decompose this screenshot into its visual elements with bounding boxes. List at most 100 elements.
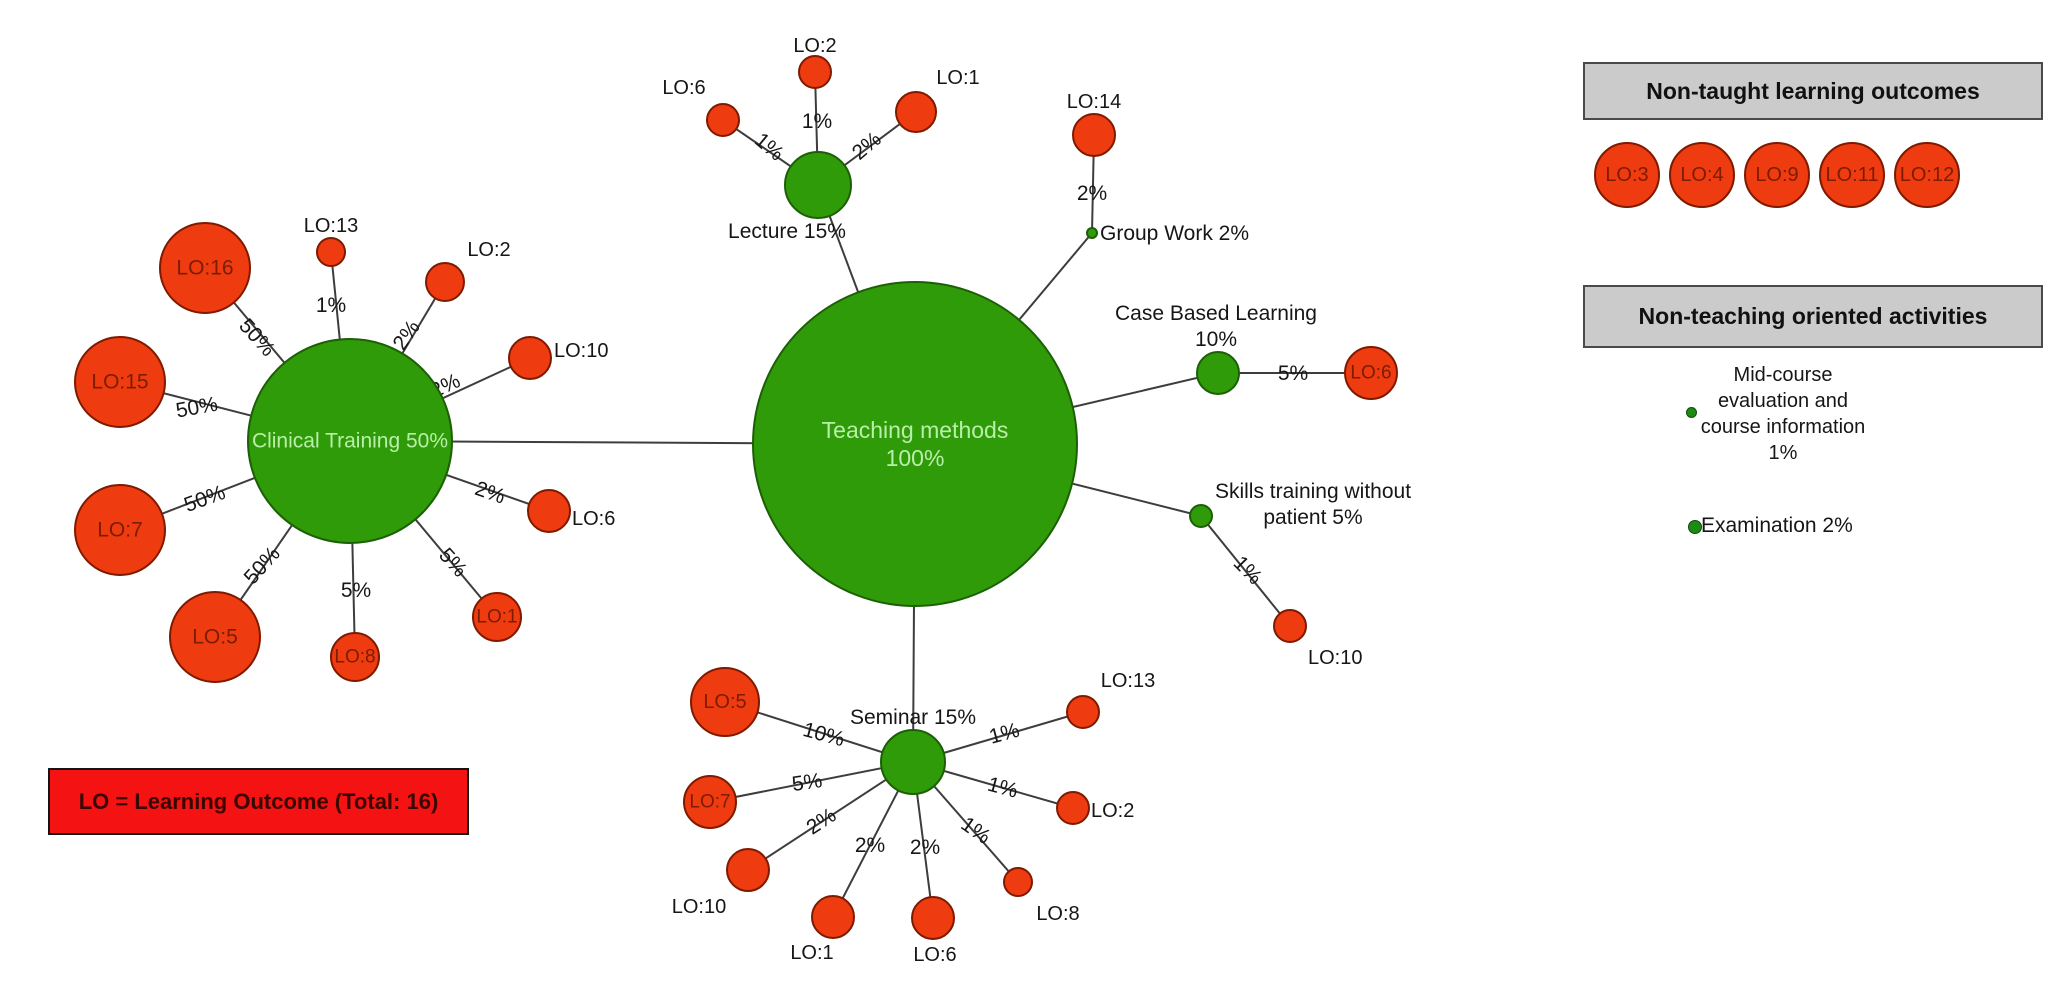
edge-skills-skl-lo10 xyxy=(1200,515,1291,627)
method-label-clinical: Clinical Training 50% xyxy=(252,430,448,453)
edge-label-seminar-sem-lo2: 1% xyxy=(985,773,1020,803)
outcome-label-skl-lo10: LO:10 xyxy=(1308,647,1362,669)
method-label-cbl: 10% xyxy=(1195,328,1237,351)
outcome-node-cli-lo6 xyxy=(527,489,571,533)
outcome-node-sem-lo2 xyxy=(1056,791,1090,825)
non-taught-lo-circle: LO:3 xyxy=(1594,142,1660,208)
outcome-node-lec-lo2 xyxy=(798,55,832,89)
edge-seminar-sem-lo7 xyxy=(709,761,914,803)
outcome-label-cli-lo7: LO:7 xyxy=(97,519,143,542)
edge-label-clinical-cli-lo8: 5% xyxy=(341,579,371,602)
non-taught-lo-circle: LO:9 xyxy=(1744,142,1810,208)
outcome-node-cli-lo1 xyxy=(472,592,522,642)
outcome-node-cli-lo16 xyxy=(159,222,251,314)
method-label-cbl: Case Based Learning xyxy=(1115,302,1317,325)
lo-circle-label: LO:9 xyxy=(1755,163,1799,186)
outcome-label-cli-lo15: LO:15 xyxy=(91,371,148,394)
legend-box: LO = Learning Outcome (Total: 16) xyxy=(48,768,469,835)
method-node-teaching xyxy=(752,281,1078,607)
method-node-lecture xyxy=(784,151,852,219)
outcome-label-lec-lo6: LO:6 xyxy=(662,77,705,99)
outcome-label-cli-lo8: LO:8 xyxy=(334,647,375,668)
outcome-node-lo14 xyxy=(1072,113,1116,157)
method-label-teaching: 100% xyxy=(886,445,945,471)
outcome-label-cli-lo6: LO:6 xyxy=(572,508,615,530)
lo-circle-label: LO:3 xyxy=(1605,163,1649,186)
outcome-node-cli-lo7 xyxy=(74,484,166,576)
lo-circle-label: LO:12 xyxy=(1899,163,1955,186)
outcome-label-lo14: LO:14 xyxy=(1067,91,1121,113)
edge-label-lecture-lec-lo2: 1% xyxy=(802,110,832,133)
method-node-cbl xyxy=(1196,351,1240,395)
outcome-label-cli-lo13: LO:13 xyxy=(304,215,358,237)
edge-label-seminar-sem-lo5: 10% xyxy=(800,718,847,751)
outcome-label-sem-lo2: LO:2 xyxy=(1091,800,1134,822)
non-taught-header-box: Non-taught learning outcomes xyxy=(1583,62,2043,120)
method-label-lecture: Lecture 15% xyxy=(728,220,846,243)
method-label-seminar: Seminar 15% xyxy=(850,706,976,729)
non-taught-lo-circle: LO:11 xyxy=(1819,142,1885,208)
edge-label-seminar-sem-lo6: 2% xyxy=(910,836,940,859)
outcome-node-sem-lo8 xyxy=(1003,867,1033,897)
non-taught-lo-circle: LO:12 xyxy=(1894,142,1960,208)
method-node-skills xyxy=(1189,504,1213,528)
method-node-clinical xyxy=(247,338,453,544)
outcome-label-cli-lo16: LO:16 xyxy=(176,257,233,280)
method-label-skills: patient 5% xyxy=(1263,506,1362,529)
edge-label-clinical-cli-lo13: 1% xyxy=(316,294,346,317)
outcome-node-sem-lo6 xyxy=(911,896,955,940)
edge-label-seminar-sem-lo1: 2% xyxy=(855,834,885,857)
lo-circle-label: LO:4 xyxy=(1680,163,1724,186)
outcome-label-sem-lo6: LO:6 xyxy=(913,944,956,966)
method-node-seminar xyxy=(880,729,946,795)
examination-activity-label: Examination 2% xyxy=(1701,514,1853,537)
outcome-node-cli-lo15 xyxy=(74,336,166,428)
edge-label-clinical-cli-lo5: 50% xyxy=(240,542,285,589)
outcome-label-sem-lo13: LO:13 xyxy=(1101,670,1155,692)
method-node-groupwork xyxy=(1086,227,1098,239)
outcome-node-cli-lo10 xyxy=(508,336,552,380)
edge-label-clinical-cli-lo7: 50% xyxy=(181,481,228,517)
non-taught-title: Non-taught learning outcomes xyxy=(1646,77,1980,104)
edge-label-seminar-sem-lo10: 2% xyxy=(802,804,840,840)
outcome-label-sem-lo8: LO:8 xyxy=(1036,903,1079,925)
outcome-label-sem-lo10: LO:10 xyxy=(672,896,726,918)
examination-dot-icon xyxy=(1688,520,1702,534)
outcome-node-sem-lo13 xyxy=(1066,695,1100,729)
outcome-node-cbl-lo6 xyxy=(1344,346,1398,400)
outcome-label-cbl-lo6: LO:6 xyxy=(1350,363,1391,384)
outcome-label-cli-lo1: LO:1 xyxy=(476,607,517,628)
outcome-label-sem-lo7: LO:7 xyxy=(689,792,730,813)
edge-label-seminar-sem-lo7: 5% xyxy=(790,769,823,796)
outcome-node-sem-lo1 xyxy=(811,895,855,939)
method-label-skills: Skills training without xyxy=(1215,480,1411,503)
midcourse-dot-icon xyxy=(1686,407,1697,418)
non-taught-circles: LO:3 LO:4 LO:9 LO:11 LO:12 xyxy=(1594,142,1960,208)
outcome-label-cli-lo5: LO:5 xyxy=(192,626,238,649)
outcome-node-cli-lo5 xyxy=(169,591,261,683)
outcome-node-sem-lo10 xyxy=(726,848,770,892)
edge-label-clinical-cli-lo6: 2% xyxy=(472,477,508,509)
outcome-node-cli-lo2 xyxy=(425,262,465,302)
outcome-node-cli-lo13 xyxy=(316,237,346,267)
edge-label-cbl-cbl-lo6: 5% xyxy=(1278,362,1308,385)
outcome-node-lec-lo6 xyxy=(706,103,740,137)
method-label-teaching: Teaching methods xyxy=(822,417,1009,443)
non-teaching-header-box: Non-teaching oriented activities xyxy=(1583,285,2043,348)
non-taught-lo-circle: LO:4 xyxy=(1669,142,1735,208)
outcome-label-lec-lo2: LO:2 xyxy=(793,35,836,57)
non-teaching-title: Non-teaching oriented activities xyxy=(1638,303,1988,329)
method-label-groupwork: Group Work 2% xyxy=(1100,222,1249,245)
edge-label-groupwork-lo14: 2% xyxy=(1077,182,1107,205)
edge-label-seminar-sem-lo13: 1% xyxy=(987,719,1022,749)
outcome-label-sem-lo1: LO:1 xyxy=(790,942,833,964)
outcome-node-sem-lo5 xyxy=(690,667,760,737)
outcome-label-cli-lo10: LO:10 xyxy=(554,340,608,362)
legend-label: LO = Learning Outcome (Total: 16) xyxy=(78,788,439,814)
outcome-node-cli-lo8 xyxy=(330,632,380,682)
midcourse-activity-label: Mid-course evaluation and course informa… xyxy=(1700,364,1866,464)
outcome-node-sem-lo7 xyxy=(683,775,737,829)
outcome-label-sem-lo5: LO:5 xyxy=(703,691,746,713)
